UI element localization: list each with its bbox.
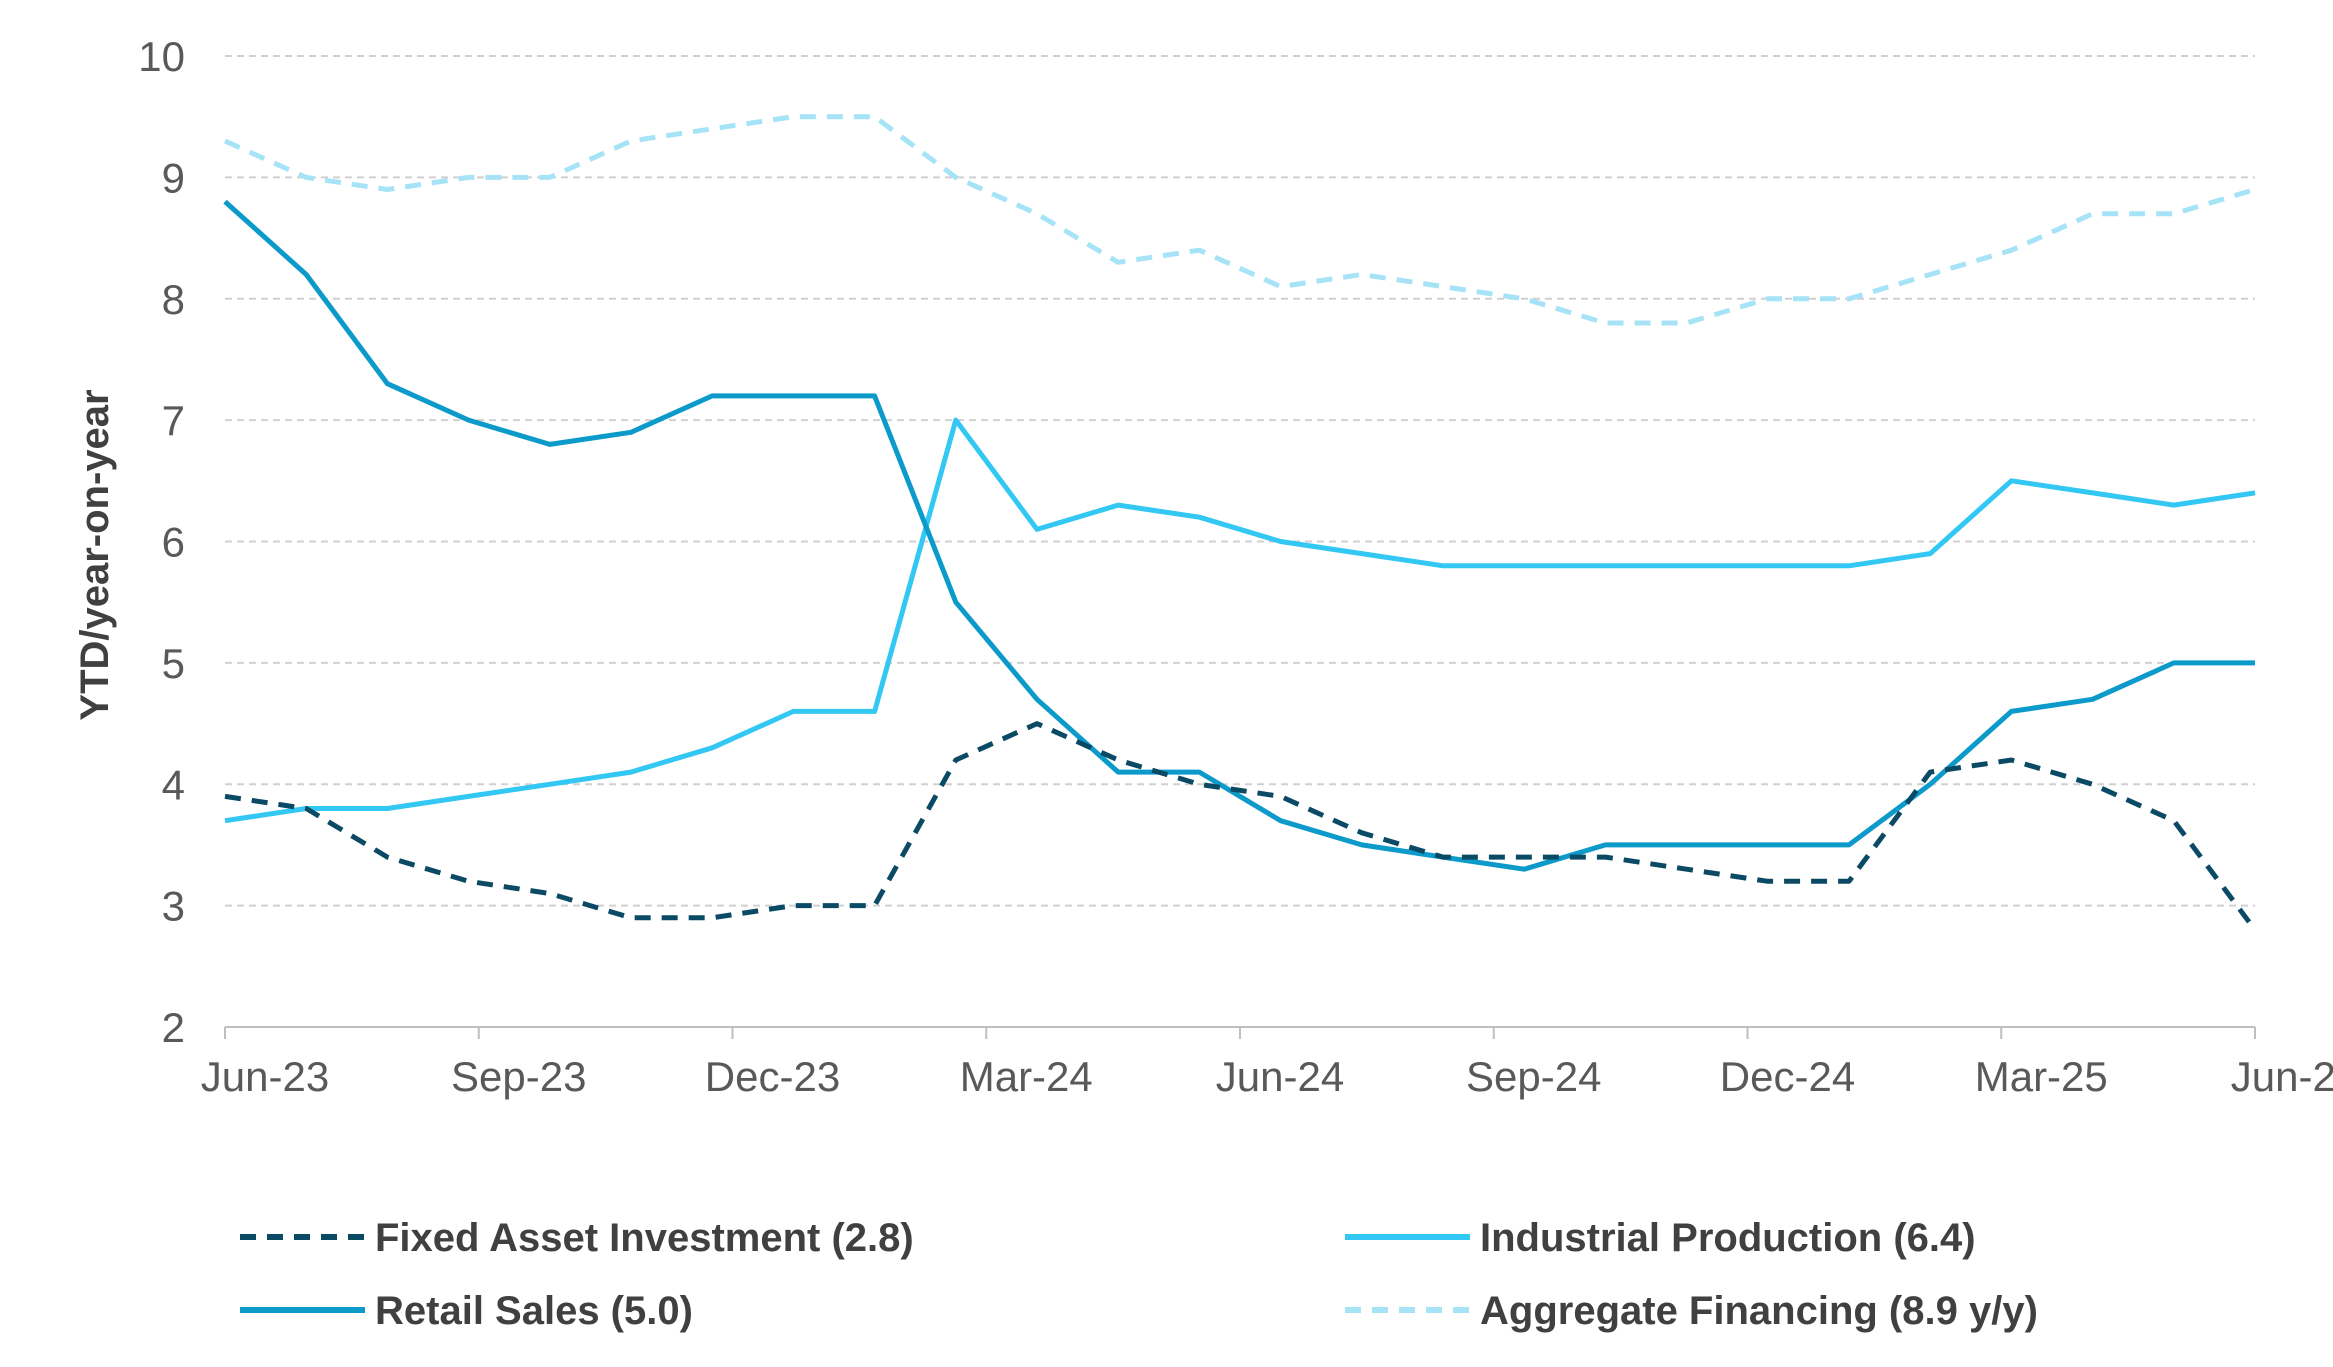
x-tick-label: Jun-24 xyxy=(1216,1053,1344,1100)
x-tick-label: Mar-24 xyxy=(960,1053,1093,1100)
x-tick-label: Mar-25 xyxy=(1975,1053,2108,1100)
y-tick-label: 9 xyxy=(162,154,185,201)
series-line-0 xyxy=(224,721,2258,932)
x-tick-label: Sep-23 xyxy=(451,1053,586,1100)
x-tick-label: Sep-24 xyxy=(1466,1053,1601,1100)
y-tick-label: 4 xyxy=(162,761,185,808)
series-group xyxy=(223,114,2258,932)
x-axis: Jun-23 Sep-23 Dec-23 Mar-24 Jun-24 Sep-24 Dec-… xyxy=(201,1026,2333,1100)
x-tick-label: Dec-24 xyxy=(1720,1053,1855,1100)
y-tick-label: 10 xyxy=(138,33,185,80)
x-tick-label: Jun-25 xyxy=(2231,1053,2333,1100)
y-axis-title: YTD/year-on-year xyxy=(73,389,117,720)
y-axis: 2 3 4 5 6 7 8 9 10 xyxy=(138,33,185,1051)
legend: Fixed Asset Investment (2.8) Industrial P… xyxy=(240,1216,2038,1333)
y-tick-label: 7 xyxy=(162,397,185,444)
legend-label: Retail Sales (5.0) xyxy=(375,1289,693,1333)
legend-label: Fixed Asset Investment (2.8) xyxy=(375,1216,914,1260)
y-tick-label: 6 xyxy=(162,519,185,566)
y-tick-label: 2 xyxy=(162,1004,185,1051)
gridlines xyxy=(225,55,2255,907)
y-tick-label: 5 xyxy=(162,640,185,687)
x-tick-label: Jun-23 xyxy=(201,1053,329,1100)
y-tick-label: 3 xyxy=(162,883,185,930)
y-tick-label: 8 xyxy=(162,276,185,323)
legend-label: Industrial Production (6.4) xyxy=(1480,1216,1976,1260)
series-line-3 xyxy=(223,114,2256,326)
x-tick-label: Dec-23 xyxy=(705,1053,840,1100)
series-line-1 xyxy=(224,417,2256,824)
legend-label: Aggregate Financing (8.9 y/y) xyxy=(1480,1289,2038,1333)
